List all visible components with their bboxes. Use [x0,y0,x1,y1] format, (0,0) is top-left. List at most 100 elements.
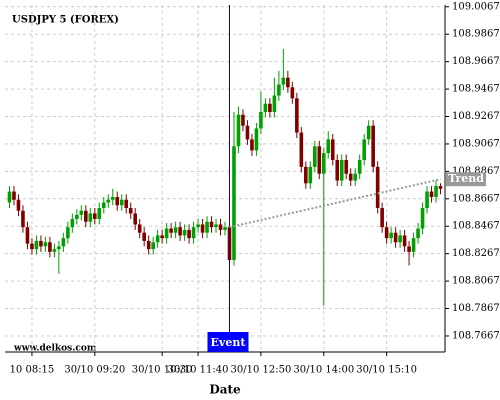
candle-body [21,210,25,228]
candle-body [353,173,358,181]
candle-body [308,166,313,184]
candle-body [119,199,124,206]
candle-body [110,197,115,200]
candle-body [84,210,88,222]
candle-body [371,125,375,167]
candle-body [43,242,48,247]
y-tick-label: 108.8467 [452,221,500,232]
candle-body [375,166,380,208]
trend-box [446,172,486,187]
candle-body [241,114,245,126]
candle-body [97,207,102,219]
candle-body [101,202,106,208]
candle-body [88,213,93,222]
candle-body [196,224,200,228]
candle-body [39,240,43,247]
candle-body [79,210,84,215]
x-tick-label: 30/10 12:50 [231,365,292,376]
candle-body [106,199,111,203]
candle-body [218,224,223,230]
candle-body [223,227,227,230]
candle-body [164,228,169,239]
candle-body [214,224,218,228]
candle-body [245,125,250,140]
candle-body [290,87,295,99]
candle-body [137,224,142,233]
x-tick-label: 30/10 10:30 [132,365,193,376]
x-tick-label: 30/10 09:20 [64,365,125,376]
candle-body [160,235,164,239]
candle-body [142,232,146,241]
candle-body [133,213,138,225]
candle-body [232,146,236,261]
candle-body [425,191,429,208]
candle-body [236,114,241,147]
candle-body [30,243,34,250]
y-tick-label: 108.9067 [452,138,500,149]
plot-area [5,5,445,352]
trend-label: Trend [448,172,484,185]
candle-body [389,232,393,239]
candle-body [366,125,371,140]
x-tick-label: 10 08:15 [10,365,55,376]
candle-body [272,95,277,112]
candle-body [438,186,443,189]
candle-body [317,146,322,174]
candle-body [299,132,304,167]
candle-body [92,213,97,219]
candle-body [205,221,209,233]
y-tick-label: 108.8867 [452,166,500,177]
candle-body [146,240,151,250]
candle-body [178,227,182,236]
candle-body [70,218,75,228]
candle-body [200,224,205,233]
candle-body [429,191,434,198]
candle-body [295,98,299,133]
candle-body [281,77,286,85]
candle-body [169,228,173,233]
y-tick-label: 108.8067 [452,276,500,287]
candle-body [25,227,30,244]
candle-body [312,146,317,167]
y-tick-label: 108.7867 [452,303,500,314]
candle-body [362,139,366,160]
x-tick-label: 30/10 11:40 [168,365,229,376]
candle-body [128,207,133,214]
y-tick-label: 108.8267 [452,248,500,259]
candle-body [402,235,407,247]
y-tick-label: 108.9467 [452,84,500,95]
watermark: www.delkos.com [13,344,97,354]
candle-body [434,186,438,198]
event-box [207,332,249,352]
candle-body [191,227,196,239]
candle-body [286,77,290,88]
candle-body [187,229,191,239]
candle-body [115,197,120,206]
y-tick-label: 109.0067 [452,1,500,12]
candle-body [75,214,79,219]
y-tick-label: 108.8667 [452,193,500,204]
candle-body [16,199,21,211]
candle-body [326,139,331,154]
candle-body [416,228,420,239]
candle-body [335,159,340,181]
candle-body [209,221,214,228]
x-axis-title: Date [209,383,241,397]
candle-body [384,227,389,239]
candle-body [12,191,16,200]
x-tick-label: 30/10 14:00 [293,365,354,376]
x-tick-label: 30/10 15:10 [356,365,417,376]
candle-body [250,139,254,151]
y-tick-label: 108.7667 [452,330,500,341]
candle-body [277,84,281,96]
candle-body [57,246,61,250]
y-tick-label: 108.9667 [452,56,500,67]
candle-body [254,128,259,151]
candle-body [173,227,178,233]
candle-body [344,159,349,174]
candle-body [268,103,272,112]
candle-body [380,207,384,228]
candle-body [330,139,335,160]
candle-body [182,229,187,236]
